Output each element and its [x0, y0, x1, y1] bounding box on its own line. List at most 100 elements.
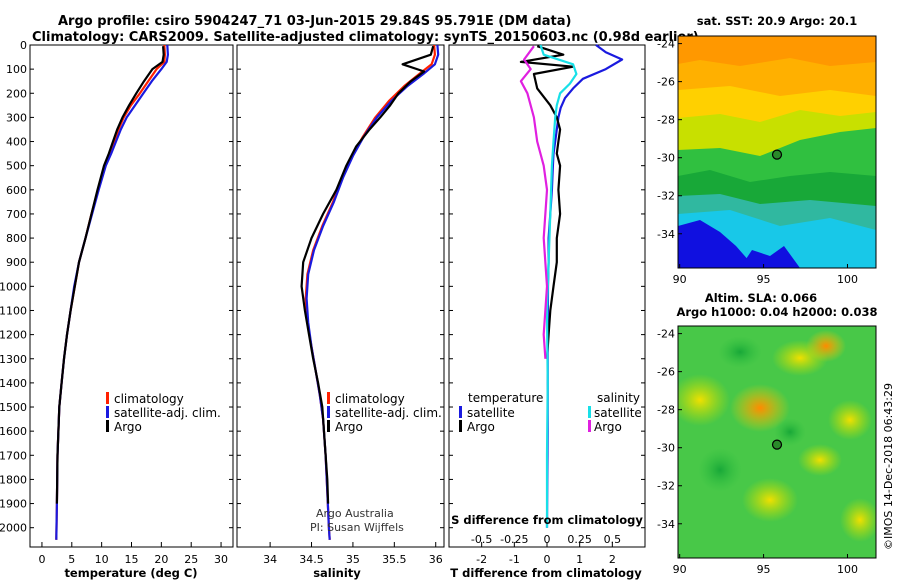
map-xtick-label: 90 — [673, 273, 687, 286]
ytick-label: 1300 — [0, 353, 27, 366]
map-ytick-label: -34 — [657, 228, 675, 241]
map-xtick-label: 95 — [757, 563, 771, 576]
legend-title-salinity: salinity — [597, 391, 640, 405]
map-xtick-label: 95 — [757, 273, 771, 286]
legend-swatch-argo — [106, 420, 109, 432]
sla-argo-marker — [771, 439, 783, 450]
sla-map-title-2: Argo h1000: 0.04 h2000: 0.038 — [676, 305, 877, 319]
sst-warm-band — [678, 36, 876, 66]
legend-swatch-climatology — [327, 392, 330, 404]
series-line-difference-1 — [519, 45, 575, 359]
ytick-label: 900 — [6, 256, 27, 269]
map-ytick-label: -28 — [657, 114, 675, 127]
x2tick-label: -0.5 — [471, 533, 492, 546]
series-line-difference-3 — [519, 45, 549, 359]
xtick-label: 5 — [68, 553, 75, 566]
ytick-label: 1900 — [0, 498, 27, 511]
legend-label-satellite: satellite-adj. clim. — [335, 406, 442, 420]
xtick-label: 34 — [263, 553, 277, 566]
ytick-label: 1100 — [0, 304, 27, 317]
ytick-label: 400 — [6, 136, 27, 149]
legend-label-satellite: satellite-adj. clim. — [114, 406, 221, 420]
map-ytick-label: -32 — [657, 190, 675, 203]
salinity-plot — [300, 44, 440, 540]
legend-title-temperature: temperature — [468, 391, 543, 405]
ytick-label: 500 — [6, 160, 27, 173]
ytick-label: 200 — [6, 87, 27, 100]
ytick-label: 1400 — [0, 377, 27, 390]
salinity-xlabel: salinity — [313, 566, 361, 580]
legend-label-argo: Argo — [114, 420, 142, 434]
xtick-label: -2 — [476, 553, 487, 566]
legend-swatch-t-argo — [459, 420, 462, 432]
difference-x2label: S difference from climatology — [451, 513, 643, 527]
legend-label-t-satellite: satellite — [467, 406, 515, 420]
ytick-label: 1000 — [0, 280, 27, 293]
sst-map — [678, 36, 876, 268]
map-ytick-label: -34 — [657, 518, 675, 531]
sla-yellow-blob-5 — [798, 444, 842, 476]
ytick-label: 0 — [20, 39, 27, 52]
sla-green-blob-2 — [774, 418, 806, 446]
sst-blue-patch-2 — [740, 246, 800, 268]
difference-xlabel: T difference from climatology — [450, 566, 642, 580]
xtick-label: 15 — [125, 553, 139, 566]
ytick-label: 1800 — [0, 473, 27, 486]
xtick-label: 30 — [214, 553, 228, 566]
ytick-label: 100 — [6, 63, 27, 76]
legend-swatch-s-satellite — [588, 406, 591, 418]
xtick-label: 2 — [609, 553, 616, 566]
x2tick-label: 0.25 — [567, 533, 592, 546]
map-ytick-label: -28 — [657, 404, 675, 417]
map-ytick-label: -26 — [657, 366, 675, 379]
legend-label-argo: Argo — [335, 420, 363, 434]
map-xtick-label: 100 — [837, 563, 858, 576]
xtick-label: -1 — [509, 553, 520, 566]
sst-map-frame — [677, 35, 877, 269]
temperature-panel-frame — [29, 44, 234, 548]
ytick-label: 1200 — [0, 329, 27, 342]
sla-yellow-blob-6 — [840, 498, 876, 542]
legend-label-s-satellite: satellite — [594, 406, 642, 420]
difference-legend: temperature salinity satellite Argo sate… — [459, 391, 642, 434]
sla-green-blob — [698, 448, 742, 492]
axes-ticks: 0 5 10 15 20 25 300100200300400500600700800900… — [0, 39, 645, 566]
legend-swatch-satellite — [106, 406, 109, 418]
x2tick-label: 0.5 — [604, 533, 622, 546]
credit-text: ©IMOS 14-Dec-2018 06:43:29 — [882, 383, 895, 550]
xtick-label: 35 — [346, 553, 360, 566]
series-line-salinity-2 — [300, 45, 435, 504]
xtick-label: 34.5 — [299, 553, 324, 566]
map-ytick-label: -32 — [657, 480, 675, 493]
ytick-label: 800 — [6, 232, 27, 245]
sla-map-frame — [677, 325, 877, 559]
temperature-plot — [55, 44, 169, 540]
xtick-label: 10 — [95, 553, 109, 566]
ytick-label: 1500 — [0, 401, 27, 414]
ytick-label: 2000 — [0, 522, 27, 535]
map-xtick-label: 90 — [673, 563, 687, 576]
ytick-label: 600 — [6, 184, 27, 197]
map-ytick-label: -30 — [657, 442, 675, 455]
sla-map-title-1: Altim. SLA: 0.066 — [705, 291, 817, 305]
salinity-legend: climatology satellite-adj. clim. Argo Ar… — [310, 392, 442, 534]
x2tick-label: -0.25 — [500, 533, 528, 546]
legend-swatch-climatology — [106, 392, 109, 404]
sst-blue-patch — [678, 220, 770, 268]
legend-swatch-argo — [327, 420, 330, 432]
difference-plot — [519, 44, 624, 528]
legend-label-climatology: climatology — [335, 392, 405, 406]
legend-swatch-satellite — [327, 406, 330, 418]
series-line-difference-2 — [539, 44, 578, 528]
annotation-argo-australia: Argo Australia — [316, 507, 394, 520]
series-line-difference-0 — [545, 44, 624, 528]
x2tick-label: 0 — [544, 533, 551, 546]
sla-orange-blob — [730, 384, 790, 432]
sla-orange-blob-2 — [806, 330, 846, 362]
ytick-label: 1600 — [0, 425, 27, 438]
ytick-label: 300 — [6, 111, 27, 124]
xtick-label: 36 — [429, 553, 443, 566]
title-line-2: Climatology: CARS2009. Satellite-adjuste… — [32, 30, 699, 45]
xtick-label: 0 — [38, 553, 45, 566]
